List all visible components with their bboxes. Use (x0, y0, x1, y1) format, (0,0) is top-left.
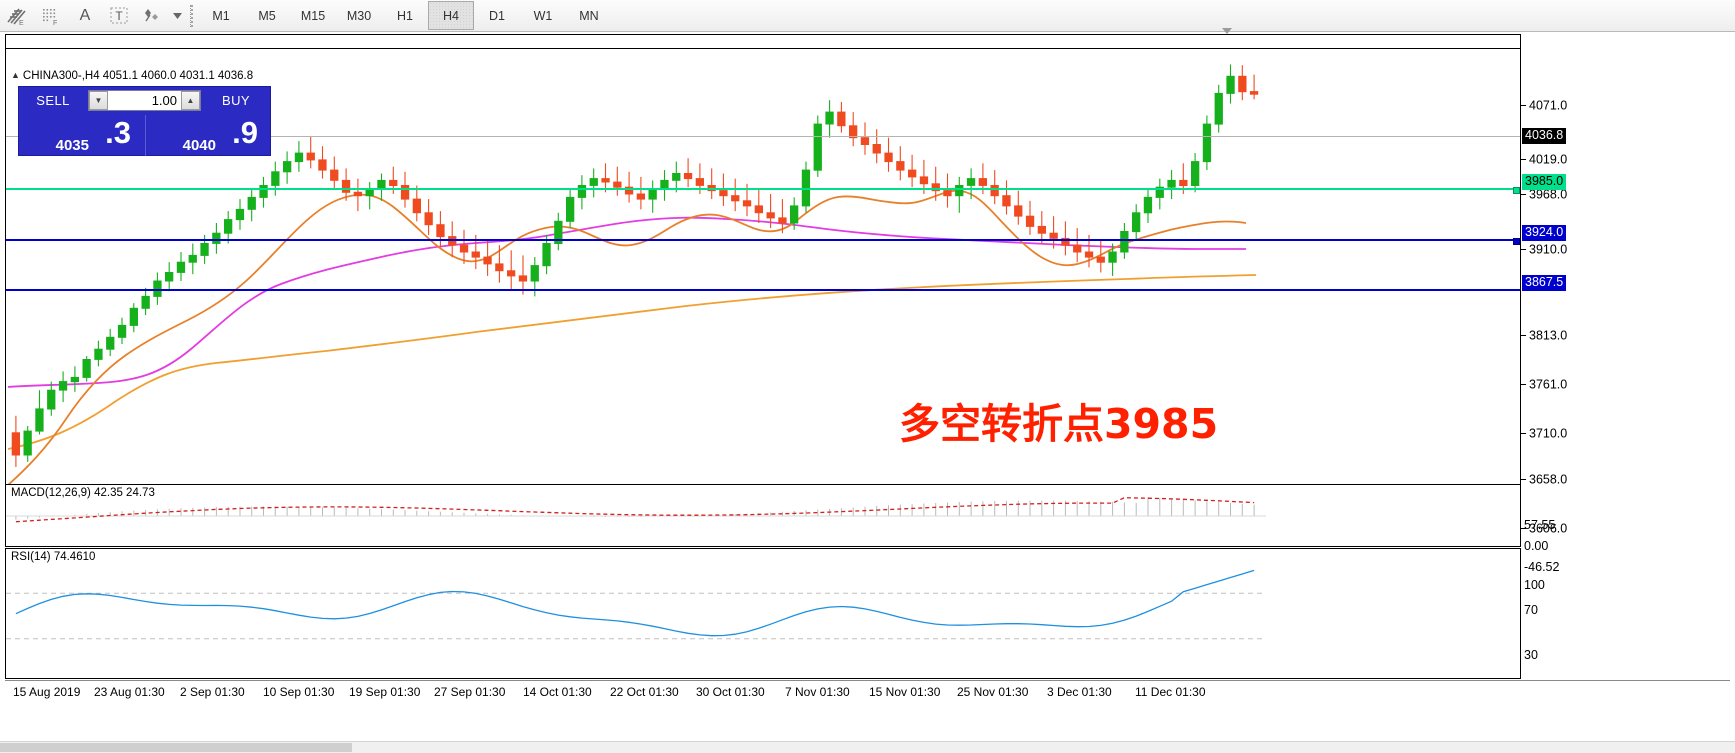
price-series-layer (7, 189, 1257, 484)
timeframe-m30[interactable]: M30 (346, 8, 372, 23)
timeframe-d1[interactable]: D1 (489, 8, 505, 23)
level-handle-3985[interactable] (1513, 187, 1520, 194)
time-tick: 15 Aug 2019 (13, 685, 81, 699)
level-tag-3924[interactable]: 3924.0 (1522, 225, 1567, 241)
macd-pane[interactable]: MACD(12,26,9) 42.35 24.73 (5, 484, 1521, 547)
time-axis[interactable]: 15 Aug 2019 23 Aug 01:30 2 Sep 01:30 10 Sep… (5, 680, 1730, 711)
rsi-series (6, 569, 1266, 640)
price-tick-4019-0: 4019.0 (1521, 152, 1567, 167)
price-tick-3658-0: 3658.0 (1521, 472, 1567, 487)
price-tick-3910-0: 3910.0 (1521, 242, 1567, 257)
sell-button[interactable]: 4035 .3 (19, 115, 146, 156)
price-tick-3761-0: 3761.0 (1521, 377, 1567, 392)
time-tick: 22 Oct 01:30 (610, 685, 679, 699)
current-price-line (6, 136, 1520, 137)
timeframe-h1[interactable]: H1 (397, 8, 413, 23)
timeframe-m5[interactable]: M5 (258, 8, 276, 23)
buy-price-integer: 4040 (182, 137, 216, 154)
price-tick-3606-0: 3606.0 (1521, 521, 1567, 536)
text-icon[interactable]: A (79, 6, 91, 24)
level-line-3985[interactable] (6, 187, 1520, 194)
sell-button-label[interactable]: SELL (36, 93, 70, 108)
price-axis[interactable]: 4071.0 4019.0 3968.0 3910.0 3813.0 3761.0 3710… (1521, 48, 1730, 679)
trade-panel-price-row: 4035 .3 4040 .9 (19, 115, 272, 156)
sell-price-integer: 4035 (55, 137, 89, 154)
text-label-icon[interactable]: T (102, 1, 136, 30)
chart-header-bar (5, 34, 1521, 49)
timeframe-h4[interactable]: H4 (428, 1, 474, 30)
scrollbar-thumb[interactable] (0, 743, 352, 752)
level-line-3867[interactable] (6, 289, 1520, 291)
toolbar-separator (190, 4, 193, 27)
objects-icon[interactable] (136, 1, 170, 30)
svg-text:T: T (115, 9, 123, 23)
indicator-tick-100: 100 (1524, 577, 1545, 592)
time-tick: 3 Dec 01:30 (1047, 685, 1112, 699)
indicator-tick-46-52: -46.52 (1524, 559, 1560, 574)
macd-label: MACD(12,26,9) 42.35 24.73 (11, 487, 155, 499)
buy-price-decimal: .9 (232, 115, 258, 150)
buy-button-label[interactable]: BUY (222, 93, 250, 108)
indicator-tick-30: 30 (1524, 647, 1538, 662)
time-tick: 15 Nov 01:30 (869, 685, 941, 699)
indicator-tick-5755: 57.55 (1524, 517, 1556, 532)
price-tick-3813-0: 3813.0 (1521, 328, 1567, 343)
timeframe-m15[interactable]: M15 (300, 8, 326, 23)
collapse-triangle-icon[interactable]: ▲ (11, 70, 20, 80)
symbol-ohlc-label: ▲ CHINA300-,H4 4051.1 4060.0 4031.1 4036.… (11, 70, 254, 82)
grid-icon[interactable]: F (34, 1, 68, 30)
level-handle-3924[interactable] (1513, 238, 1520, 245)
time-tick: 27 Sep 01:30 (434, 685, 506, 699)
sell-price-decimal: .3 (105, 115, 131, 150)
time-tick: 7 Nov 01:30 (785, 685, 850, 699)
volume-stepper[interactable]: ▼ 1.00 ▲ (88, 90, 201, 111)
chart-dropdown-caret-icon[interactable] (1222, 28, 1232, 34)
macd-series (6, 497, 1266, 523)
timeframe-m1[interactable]: M1 (212, 8, 230, 23)
horizontal-scrollbar[interactable] (0, 741, 1735, 753)
level-tag-3985[interactable]: 3985.0 (1522, 174, 1567, 190)
time-tick: 11 Dec 01:30 (1135, 685, 1206, 699)
chart-toolbar: E F A T (0, 0, 1735, 32)
svg-text:E: E (19, 20, 24, 26)
candlestick-series (11, 64, 1259, 467)
chart-area[interactable]: ▲ CHINA300-,H4 4051.1 4060.0 4031.1 4036.… (5, 34, 1730, 750)
time-tick: 19 Sep 01:30 (349, 685, 421, 699)
level-line-3924[interactable] (6, 238, 1520, 245)
indicator-tick-000: 0.00 (1524, 538, 1549, 553)
current-price-tag[interactable]: 4036.8 (1522, 128, 1567, 144)
price-tick-3710-0: 3710.0 (1521, 426, 1567, 441)
time-tick: 25 Nov 01:30 (957, 685, 1029, 699)
time-tick: 30 Oct 01:30 (696, 685, 765, 699)
one-click-trading-panel[interactable]: SELL ▼ 1.00 ▲ BUY 4035 .3 4040 .9 (18, 86, 271, 156)
price-tick-4071-0: 4071.0 (1521, 98, 1567, 113)
buy-button[interactable]: 4040 .9 (146, 115, 272, 156)
time-tick: 10 Sep 01:30 (263, 685, 335, 699)
time-tick: 2 Sep 01:30 (180, 685, 245, 699)
timeframe-w1[interactable]: W1 (533, 8, 553, 23)
level-tag-3867[interactable]: 3867.5 (1522, 275, 1567, 291)
time-tick: 14 Oct 01:30 (523, 685, 592, 699)
indicator-tick-70: 70 (1524, 602, 1538, 617)
svg-text:F: F (53, 20, 57, 26)
time-tick: 23 Aug 01:30 (94, 685, 165, 699)
trade-panel-controls-row: SELL ▼ 1.00 ▲ BUY (19, 87, 272, 114)
chart-annotation-text: 多空转折点3985 (899, 400, 1219, 448)
price-tick-3968-0: 3968.0 (1521, 187, 1567, 202)
volume-decrease-button[interactable]: ▼ (89, 91, 108, 110)
objects-dropdown-caret-icon[interactable] (170, 1, 184, 30)
volume-increase-button[interactable]: ▲ (181, 91, 200, 110)
rsi-pane[interactable]: RSI(14) 74.4610 (5, 548, 1521, 679)
timeframe-mn[interactable]: MN (579, 8, 599, 23)
volume-input[interactable]: 1.00 (151, 93, 177, 108)
rsi-label: RSI(14) 74.4610 (11, 551, 96, 563)
indicators-icon[interactable]: E (0, 1, 34, 30)
